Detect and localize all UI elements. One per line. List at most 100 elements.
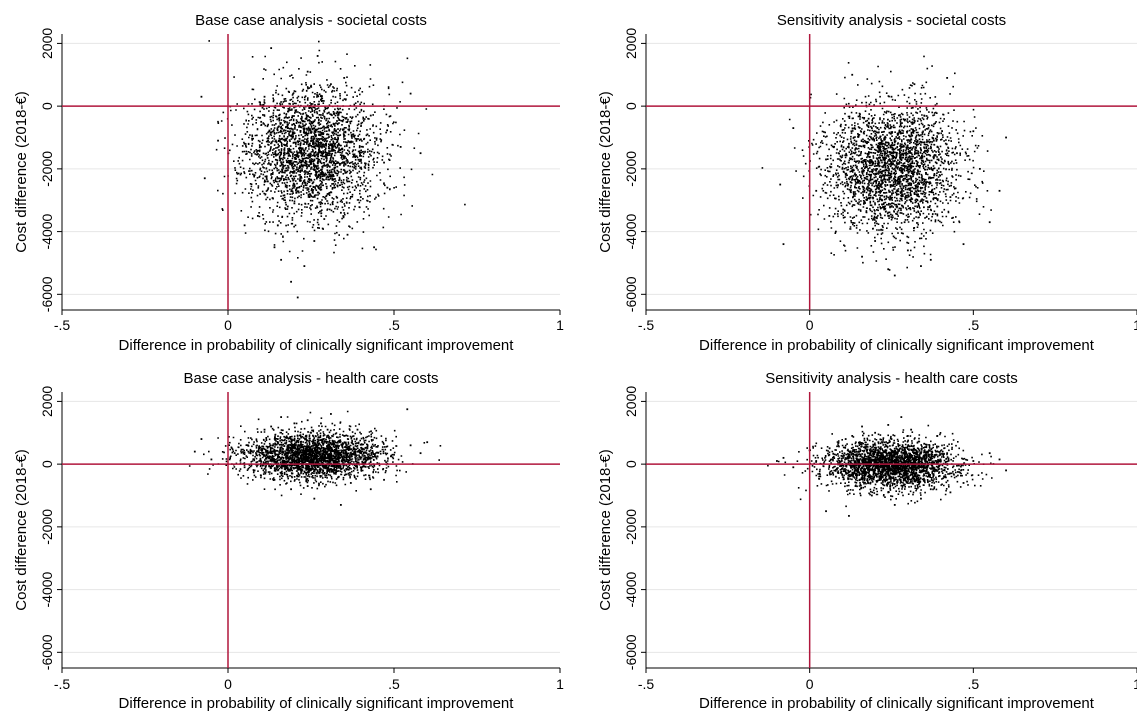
data-point [890, 438, 893, 440]
data-point [900, 416, 903, 418]
panel-sens-health: Sensitivity analysis - health care costs… [597, 370, 1137, 712]
data-point [200, 95, 203, 98]
data-point [409, 444, 412, 447]
data-point [834, 475, 837, 478]
data-point [782, 243, 785, 246]
data-point [844, 124, 847, 126]
data-point [273, 246, 276, 249]
data-point [280, 416, 283, 418]
data-point [893, 274, 896, 277]
x-tick-label: .5 [967, 676, 979, 692]
data-point [929, 258, 932, 261]
panel-base-health: Base case analysis - health care costs 20… [13, 370, 564, 712]
data-point [857, 447, 860, 450]
data-point [884, 161, 886, 164]
data-point [926, 149, 929, 151]
x-tick-label: .5 [388, 317, 400, 333]
data-point [310, 431, 312, 434]
data-point [893, 460, 896, 462]
y-tick-label: -6000 [39, 634, 55, 670]
data-point [972, 460, 975, 462]
data-point [243, 224, 246, 227]
data-point [300, 469, 302, 472]
point-cloud [761, 55, 992, 271]
data-point [782, 456, 785, 459]
x-tick-label: 0 [806, 317, 814, 333]
data-point [956, 152, 958, 155]
data-point [874, 467, 877, 470]
data-point [343, 435, 346, 437]
data-point [266, 180, 269, 183]
data-point [399, 146, 402, 148]
data-point [887, 268, 890, 271]
data-point [266, 455, 269, 458]
data-point [300, 117, 302, 120]
x-axis-title: Difference in probability of clinically … [699, 337, 1095, 354]
y-axis-title: Cost difference (2018-€) [597, 91, 614, 252]
data-point [383, 161, 385, 164]
data-point [260, 120, 263, 123]
data-point [880, 475, 883, 478]
data-point [339, 211, 342, 214]
data-point [848, 142, 850, 145]
data-point [913, 83, 916, 86]
data-point [296, 435, 299, 437]
data-point [276, 224, 279, 227]
data-point [393, 453, 395, 456]
data-point [815, 189, 818, 192]
data-point [857, 208, 860, 211]
data-point [903, 221, 906, 224]
x-tick-label: 1 [556, 676, 564, 692]
data-point [290, 280, 292, 283]
x-tick-label: 1 [1133, 676, 1137, 692]
data-point [841, 455, 844, 458]
data-point [864, 464, 867, 467]
data-point [939, 458, 942, 461]
data-point [864, 177, 867, 180]
data-point [926, 466, 929, 469]
data-point [887, 424, 890, 426]
data-point [998, 189, 1001, 192]
data-point [923, 114, 926, 117]
data-point [916, 186, 919, 189]
y-tick-label: -4000 [623, 571, 639, 607]
data-point [874, 431, 877, 434]
data-point [283, 460, 286, 462]
data-point [867, 117, 870, 120]
data-point [409, 92, 412, 95]
data-point [776, 460, 778, 462]
point-cloud [767, 424, 995, 508]
data-point [310, 161, 312, 164]
x-tick-label: -.5 [638, 317, 655, 333]
data-point [293, 202, 296, 205]
panel-base-societal: Base case analysis - societal costs 2000 0… [13, 12, 564, 354]
data-point [336, 111, 339, 114]
data-point [283, 149, 286, 151]
data-point [290, 488, 292, 491]
data-point [323, 466, 326, 469]
data-point [949, 491, 952, 494]
data-point [336, 444, 339, 447]
y-tick-label: -2000 [39, 509, 55, 545]
data-point [946, 77, 949, 79]
data-point [330, 83, 332, 86]
data-point [929, 488, 932, 491]
data-point [306, 485, 309, 487]
data-point [270, 425, 273, 428]
data-point [263, 428, 266, 431]
y-tick-label: 2000 [623, 28, 639, 59]
data-point [333, 472, 336, 475]
data-point [972, 130, 975, 133]
y-tick-label: -2000 [39, 151, 55, 187]
data-point [276, 438, 279, 440]
data-point [874, 240, 877, 242]
data-point [356, 428, 359, 431]
data-point [233, 452, 236, 455]
y-tick-label: 2000 [39, 386, 55, 417]
data-point [920, 497, 922, 500]
y-tick-label: -2000 [623, 151, 639, 187]
data-point [270, 47, 273, 50]
y-tick-label: 0 [623, 102, 639, 110]
data-point [906, 456, 909, 459]
